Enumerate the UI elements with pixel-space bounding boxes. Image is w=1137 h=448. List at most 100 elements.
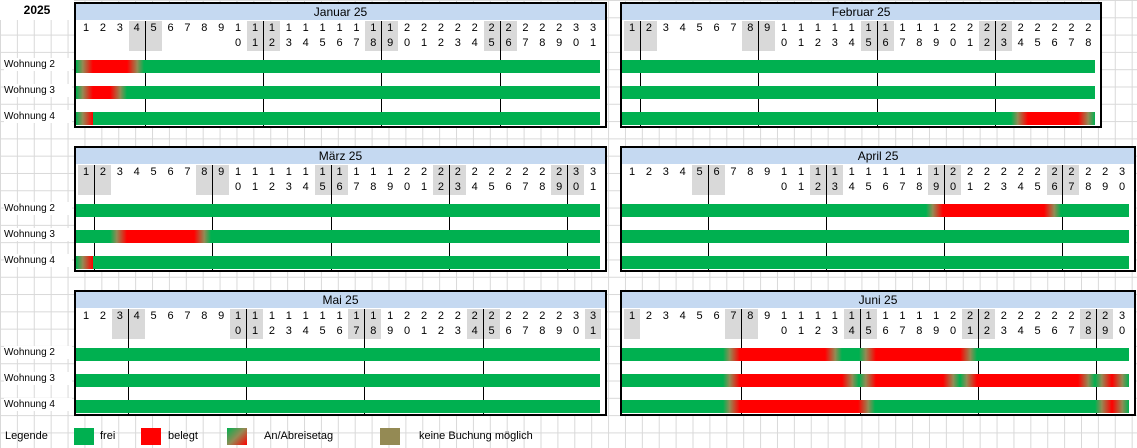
day-number[interactable]: 2 4 <box>1017 166 1024 193</box>
day-number[interactable]: 3 0 <box>568 165 585 195</box>
day-number[interactable]: 7 <box>730 22 737 34</box>
occupancy-bar-0[interactable] <box>622 204 1129 217</box>
day-number[interactable]: 2 1 <box>962 309 978 339</box>
day-number[interactable]: 4 <box>679 310 686 322</box>
day-number[interactable]: 1 7 <box>899 22 906 49</box>
day-number[interactable]: 2 5 <box>1034 22 1041 49</box>
day-number[interactable]: 2 7 <box>522 310 529 337</box>
day-number[interactable]: 1 4 <box>848 22 855 49</box>
day-number[interactable]: 1 4 <box>848 166 855 193</box>
day-number[interactable]: 7 <box>184 166 191 178</box>
day-number[interactable]: 2 8 <box>1080 309 1097 339</box>
day-number[interactable]: 1 8 <box>370 166 377 193</box>
booking-segment[interactable] <box>76 86 127 99</box>
day-number[interactable]: 1 1 <box>247 309 263 339</box>
day-number[interactable]: 8 <box>196 165 213 195</box>
day-number[interactable]: 2 0 <box>404 310 411 337</box>
booking-segment[interactable] <box>858 374 960 387</box>
occupancy-bar-1[interactable] <box>76 86 600 99</box>
day-number[interactable]: 2 <box>645 310 652 322</box>
day-number[interactable]: 2 0 <box>404 166 411 193</box>
day-number[interactable]: 1 3 <box>826 165 843 195</box>
day-number[interactable]: 5 <box>150 310 157 322</box>
day-number[interactable]: 2 7 <box>1063 165 1080 195</box>
day-number[interactable]: 1 <box>78 165 94 195</box>
day-number[interactable]: 1 9 <box>387 310 394 337</box>
booking-segment[interactable] <box>1010 112 1096 125</box>
day-number[interactable]: 2 3 <box>449 165 466 195</box>
day-number[interactable]: 1 <box>82 22 90 34</box>
day-number[interactable]: 5 <box>696 310 703 322</box>
day-number[interactable]: 2 <box>645 166 652 178</box>
day-number[interactable]: 3 1 <box>585 309 601 339</box>
day-number[interactable]: 2 7 <box>522 22 529 49</box>
day-number[interactable]: 1 1 <box>797 310 805 337</box>
day-number[interactable]: 2 6 <box>1046 165 1063 195</box>
occupancy-bar-0[interactable] <box>76 204 600 217</box>
occupancy-bar-2[interactable] <box>76 112 600 125</box>
day-number[interactable]: 9 <box>764 310 771 322</box>
day-number[interactable]: 4 <box>128 21 145 51</box>
day-number[interactable]: 1 2 <box>263 21 280 51</box>
day-number[interactable]: 2 8 <box>539 22 546 49</box>
day-number[interactable]: 2 8 <box>1085 22 1092 49</box>
day-number[interactable]: 2 8 <box>539 166 546 193</box>
day-number[interactable]: 3 0 <box>1119 166 1126 193</box>
occupancy-bar-2[interactable] <box>622 112 1096 125</box>
occupancy-bar-2[interactable] <box>76 256 600 269</box>
day-number[interactable]: 8 <box>201 310 208 322</box>
day-number[interactable]: 3 0 <box>573 310 580 337</box>
day-number[interactable]: 4 <box>679 166 686 178</box>
day-number[interactable]: 2 3 <box>454 22 461 49</box>
day-number[interactable]: 2 2 <box>437 310 444 337</box>
day-number[interactable]: 1 8 <box>916 310 923 337</box>
day-number[interactable]: 1 8 <box>916 166 923 193</box>
day-number[interactable]: 2 2 <box>432 165 449 195</box>
day-number[interactable]: 1 5 <box>314 165 331 195</box>
day-number[interactable]: 2 7 <box>1068 22 1075 49</box>
day-number[interactable]: 1 <box>624 21 640 51</box>
day-number[interactable]: 1 <box>82 310 90 322</box>
day-number[interactable]: 2 2 <box>983 166 990 193</box>
day-number[interactable]: 7 <box>730 166 737 178</box>
day-number[interactable]: 3 <box>111 309 128 339</box>
day-number[interactable]: 3 <box>116 166 123 178</box>
day-number[interactable]: 2 0 <box>950 310 957 337</box>
day-number[interactable]: 1 4 <box>302 166 309 193</box>
day-number[interactable]: 1 7 <box>899 166 906 193</box>
day-number[interactable]: 1 7 <box>899 310 906 337</box>
day-number[interactable]: 9 <box>213 165 230 195</box>
day-number[interactable]: 1 2 <box>268 166 275 193</box>
day-number[interactable]: 2 4 <box>466 309 483 339</box>
day-number[interactable]: 8 <box>742 21 759 51</box>
day-number[interactable]: 1 5 <box>860 21 877 51</box>
day-number[interactable]: 6 <box>713 310 720 322</box>
day-number[interactable]: 1 8 <box>916 22 923 49</box>
day-number[interactable]: 2 6 <box>500 21 517 51</box>
day-number[interactable]: 2 <box>99 310 106 322</box>
day-number[interactable]: 2 9 <box>551 165 568 195</box>
day-number[interactable]: 2 8 <box>539 310 546 337</box>
day-number[interactable]: 2 6 <box>505 166 512 193</box>
booking-segment[interactable] <box>960 374 1096 387</box>
day-number[interactable]: 1 7 <box>353 166 360 193</box>
day-number[interactable]: 1 3 <box>285 22 292 49</box>
day-number[interactable]: 2 5 <box>483 309 500 339</box>
day-number[interactable]: 2 9 <box>1102 166 1109 193</box>
day-number[interactable]: 4 <box>679 22 686 34</box>
day-number[interactable]: 7 <box>184 22 191 34</box>
day-number[interactable]: 2 <box>640 21 657 51</box>
day-number[interactable]: 1 2 <box>268 310 275 337</box>
day-number[interactable]: 1 5 <box>319 22 326 49</box>
booking-segment[interactable] <box>1095 374 1129 387</box>
day-number[interactable]: 1 0 <box>235 22 242 49</box>
day-number[interactable]: 4 <box>133 166 140 178</box>
booking-segment[interactable] <box>926 204 1062 217</box>
day-number[interactable]: 1 6 <box>331 165 348 195</box>
occupancy-bar-0[interactable] <box>622 60 1096 73</box>
day-number[interactable]: 3 <box>662 22 669 34</box>
day-number[interactable]: 2 1 <box>420 310 428 337</box>
day-number[interactable]: 2 5 <box>483 21 500 51</box>
day-number[interactable]: 1 9 <box>933 310 940 337</box>
day-number[interactable]: 1 6 <box>336 22 343 49</box>
